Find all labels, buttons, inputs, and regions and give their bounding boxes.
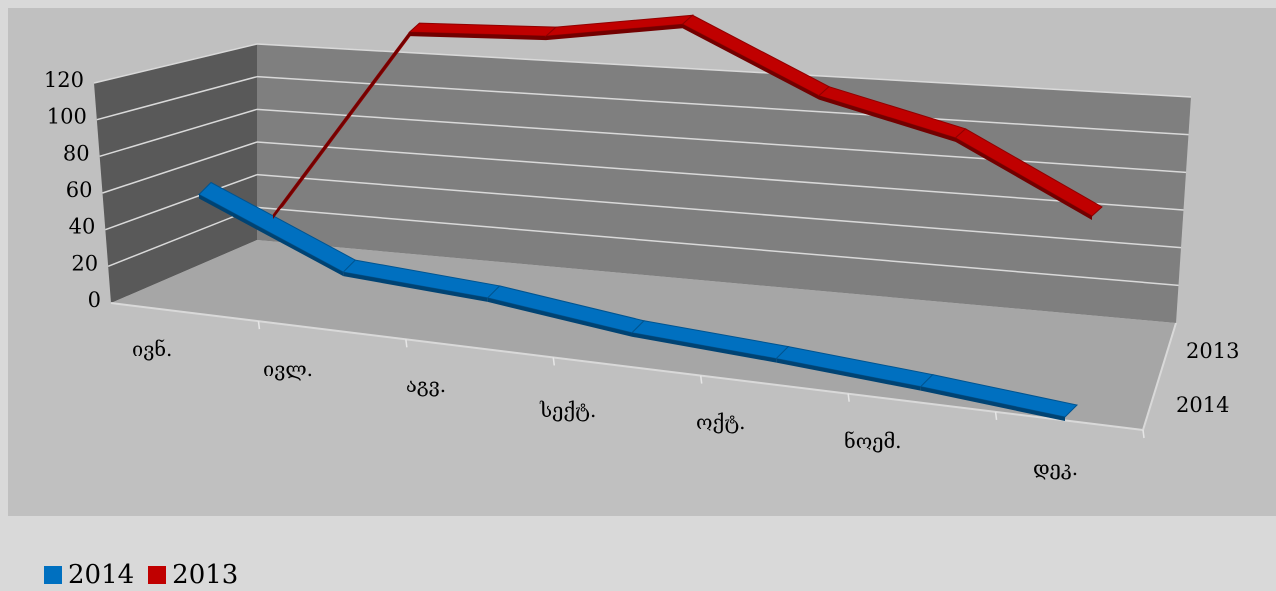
depth-tick-label: 2013 [1186,339,1239,363]
x-tick-label: სექტ. [539,398,596,422]
y-tick-label: 60 [66,178,93,202]
x-tick-label: ოქტ. [696,410,746,434]
x-tick [406,339,407,347]
x-tick [1143,430,1144,438]
x-tick-label: ივლ. [263,357,313,381]
x-tick [701,376,702,384]
legend-item-2014: 2014 [44,560,134,590]
x-tick [553,357,554,365]
y-tick-label: 40 [69,215,96,239]
x-tick [848,394,849,402]
y-tick-label: 20 [71,251,98,275]
legend: 2014 2013 [44,560,252,590]
x-tick [996,412,997,420]
x-tick-label: დეკ. [1033,456,1078,480]
y-tick-label: 0 [88,288,101,312]
y-tick-label: 100 [47,105,87,129]
x-tick-label: ივნ. [132,337,172,361]
y-tick-label: 80 [63,141,90,165]
x-tick-label: ნოემ. [844,429,902,453]
chart-area: 0 20 40 60 80 100 120 ივნ. ივლ. აგვ. სექტ. ოქტ. ნოემ… [8,8,1276,516]
x-tick-label: აგვ. [406,373,446,397]
chart-svg: 0 20 40 60 80 100 120 ივნ. ივლ. აგვ. სექტ. ოქტ. ნოემ… [8,8,1276,516]
depth-tick-label: 2014 [1176,393,1229,417]
legend-swatch-2013 [148,566,166,584]
x-tick [258,321,259,329]
legend-label-2013: 2013 [172,560,238,590]
legend-swatch-2014 [44,566,62,584]
y-tick-label: 120 [44,68,84,92]
legend-label-2014: 2014 [68,560,134,590]
legend-item-2013: 2013 [148,560,238,590]
